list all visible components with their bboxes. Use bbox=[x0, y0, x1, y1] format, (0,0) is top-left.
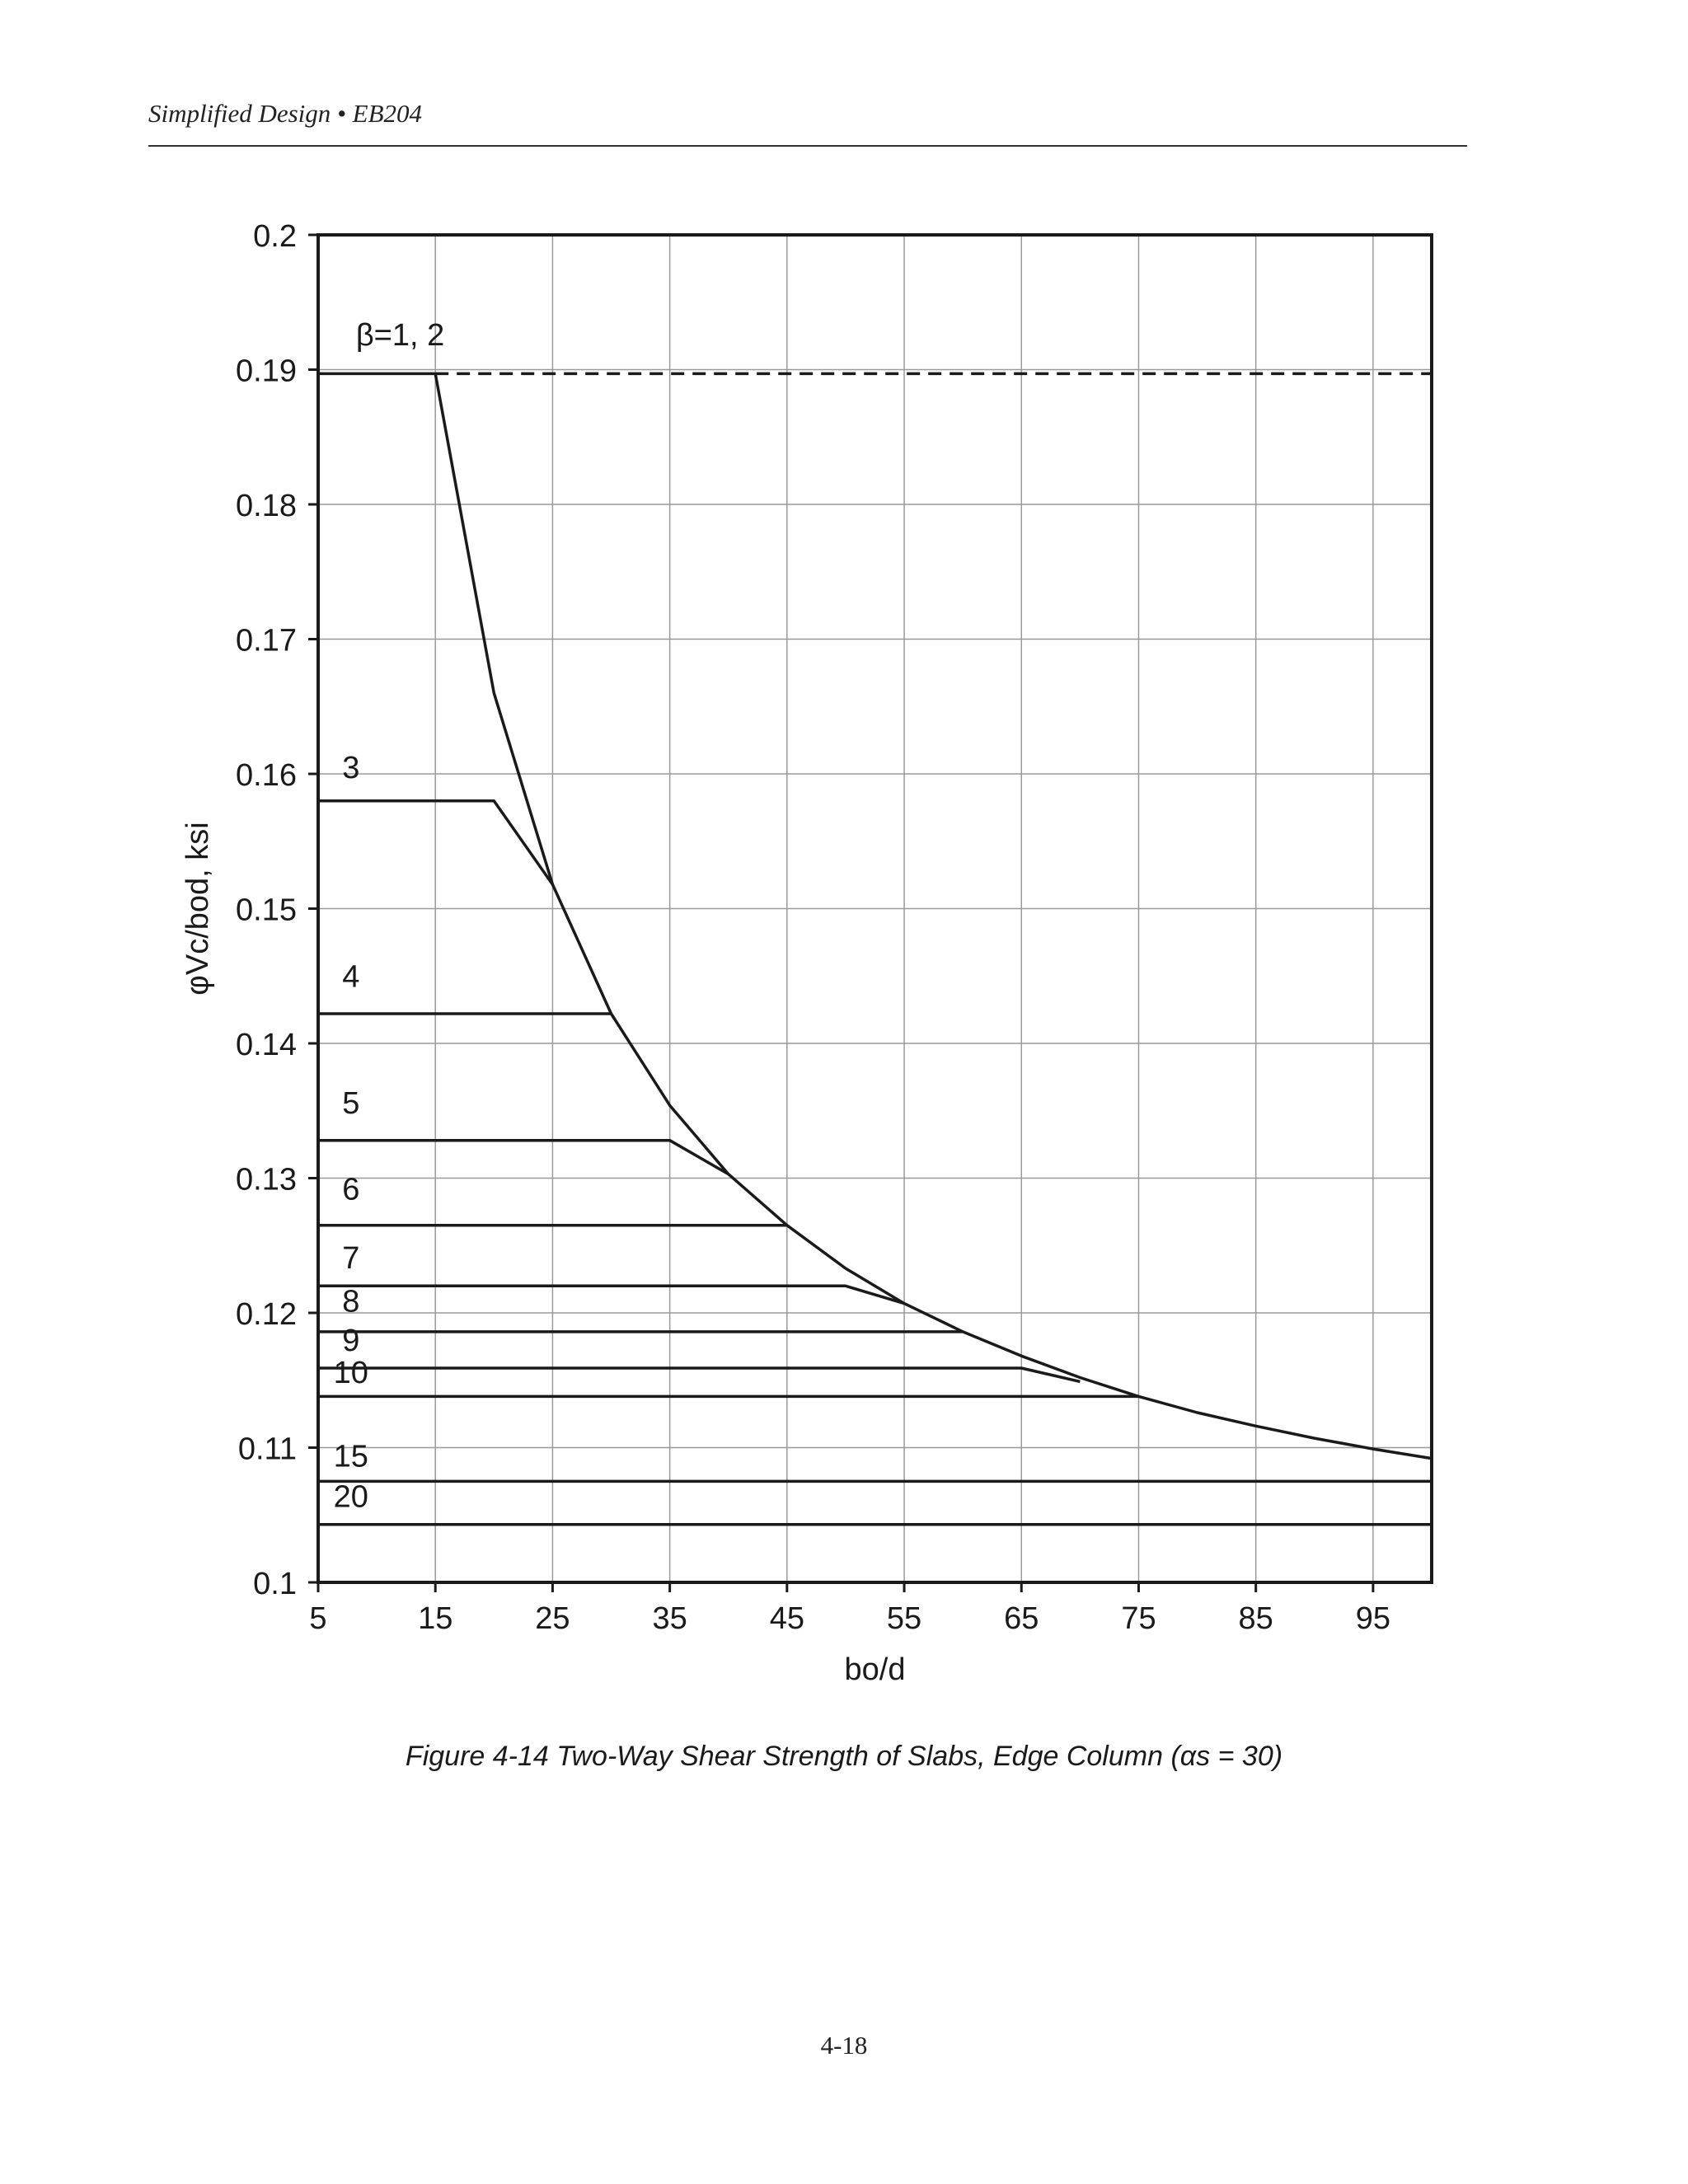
x-tick-label: 65 bbox=[1004, 1601, 1039, 1636]
x-tick-label: 85 bbox=[1239, 1601, 1273, 1636]
series-line bbox=[434, 373, 1432, 1460]
curve-label: 7 bbox=[342, 1241, 359, 1276]
y-tick-label: 0.15 bbox=[236, 893, 297, 928]
curve-label: β=1, 2 bbox=[356, 318, 444, 353]
series-line bbox=[318, 1366, 1081, 1384]
y-tick-label: 0.2 bbox=[253, 219, 297, 254]
x-tick-label: 5 bbox=[309, 1601, 326, 1636]
header-rule bbox=[148, 145, 1467, 147]
curve-label-layer: β=1, 2 3 4 5 6 7 8 910 15 20 bbox=[334, 318, 445, 1514]
curve-label: 15 bbox=[334, 1439, 368, 1474]
y-tick-label: 0.11 bbox=[238, 1432, 297, 1467]
figure-caption: Figure 4-14 Two-Way Shear Strength of Sl… bbox=[405, 1741, 1283, 1772]
curve-label: 6 bbox=[342, 1173, 359, 1207]
x-tick-label: 95 bbox=[1356, 1601, 1390, 1636]
curve-label: 4 bbox=[342, 959, 359, 994]
x-tick-label: 25 bbox=[535, 1601, 570, 1636]
x-tick-label: 35 bbox=[652, 1601, 687, 1636]
curve-label: 3 bbox=[342, 751, 359, 785]
curve-label: 10 bbox=[334, 1356, 368, 1390]
x-axis-title: bo/d bbox=[845, 1652, 906, 1687]
y-tick-label: 0.17 bbox=[236, 624, 297, 658]
curve-label: 8 bbox=[342, 1284, 359, 1319]
curve-label: 9 bbox=[342, 1324, 359, 1358]
x-tick-label: 55 bbox=[887, 1601, 921, 1636]
curve-label: 20 bbox=[334, 1479, 368, 1514]
x-tick-label: 45 bbox=[770, 1601, 804, 1636]
y-tick-label: 0.16 bbox=[236, 758, 297, 793]
y-axis-title: φVc/bod, ksi bbox=[181, 822, 215, 996]
x-tick-label: 15 bbox=[418, 1601, 452, 1636]
y-tick-label: 0.1 bbox=[253, 1567, 297, 1601]
grid-layer bbox=[318, 234, 1432, 1583]
tick-layer: 0.1 0.11 0.12 0.13 0.14 0.15 0.16 0.17 0.18 0.19 0… bbox=[236, 219, 1390, 1636]
x-tick-label: 75 bbox=[1121, 1601, 1156, 1636]
axis-label-layer: bo/d φVc/bod, ksi bbox=[181, 822, 905, 1687]
series-layer bbox=[318, 372, 1432, 1526]
series-line bbox=[318, 799, 554, 886]
y-tick-label: 0.12 bbox=[236, 1297, 297, 1332]
curve-label: 5 bbox=[342, 1086, 359, 1121]
series-line bbox=[318, 1138, 729, 1176]
running-header: Simplified Design • EB204 bbox=[148, 99, 423, 128]
y-tick-label: 0.19 bbox=[236, 354, 297, 389]
page-number: 4-18 bbox=[820, 2031, 868, 2060]
y-tick-label: 0.13 bbox=[236, 1163, 297, 1197]
series-line bbox=[318, 1284, 905, 1305]
y-tick-label: 0.14 bbox=[236, 1028, 297, 1062]
y-tick-label: 0.18 bbox=[236, 489, 297, 523]
